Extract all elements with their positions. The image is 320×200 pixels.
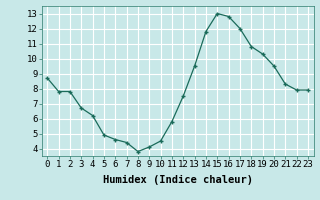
- X-axis label: Humidex (Indice chaleur): Humidex (Indice chaleur): [103, 175, 252, 185]
